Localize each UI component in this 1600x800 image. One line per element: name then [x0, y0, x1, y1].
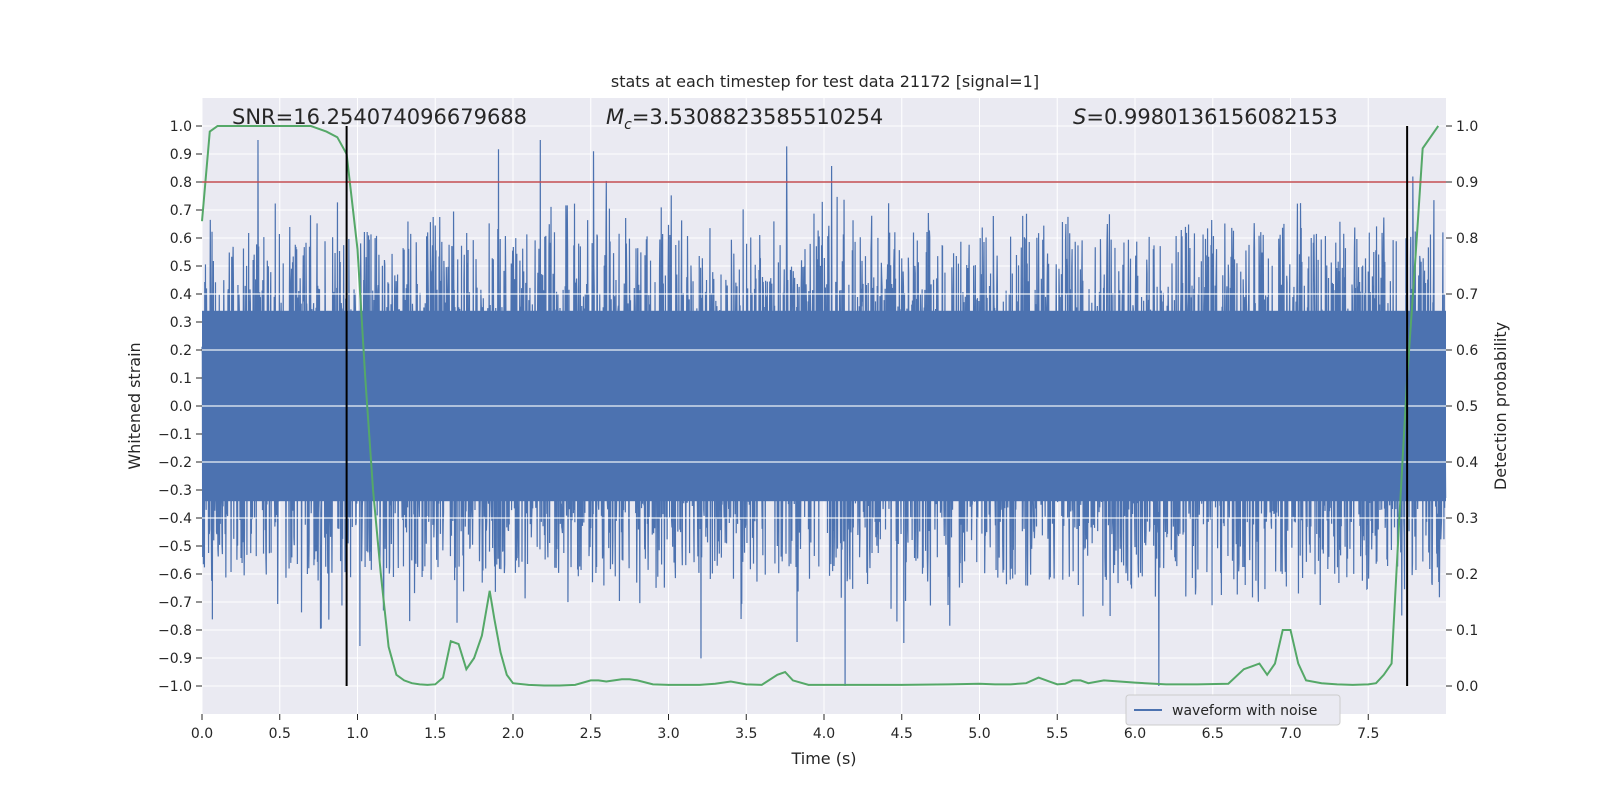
y2-tick-label: 0.4 — [1456, 455, 1478, 471]
x-tick-label: 3.5 — [735, 726, 757, 742]
y2-tick-label: 0.5 — [1456, 399, 1478, 415]
x-tick-label: 2.0 — [502, 726, 524, 742]
chirp-mass-symbol: M — [606, 105, 624, 129]
x-tick-label: 4.5 — [891, 726, 913, 742]
y-tick-label: 0.3 — [170, 315, 192, 331]
score-value: =0.9980136156082153 — [1086, 105, 1337, 129]
y-tick-label: 0.9 — [170, 147, 192, 163]
snr-annotation: SNR=16.254074096679688 — [232, 105, 527, 129]
y2-tick-label: 0.6 — [1456, 343, 1478, 359]
x-tick-label: 3.0 — [657, 726, 679, 742]
y-tick-label: 1.0 — [170, 119, 192, 135]
x-tick-label: 7.5 — [1357, 726, 1379, 742]
y-tick-label: −0.8 — [158, 623, 192, 639]
y-tick-label: −0.1 — [158, 427, 192, 443]
legend-box — [1125, 694, 1341, 726]
x-tick-label: 1.5 — [424, 726, 446, 742]
y-axis-label: Whitened strain — [125, 342, 144, 469]
right-tick-labels: 1.0 0.9 0.8 0.7 0.6 0.5 0.4 0.3 0.2 0.1 0.0 — [1446, 119, 1478, 695]
x-tick-label: 2.5 — [580, 726, 602, 742]
x-tick-label: 6.5 — [1202, 726, 1224, 742]
x-tick-label: 5.0 — [968, 726, 990, 742]
y2-tick-label: 1.0 — [1456, 119, 1478, 135]
y-tick-label: 0.2 — [170, 343, 192, 359]
x-tick-label: 0.5 — [269, 726, 291, 742]
x-tick-label: 6.0 — [1124, 726, 1146, 742]
x-tick-label: 1.0 — [346, 726, 368, 742]
x-axis-label: Time (s) — [790, 749, 856, 768]
chirp-mass-annotation: Mc=3.5308823585510254 — [606, 105, 883, 133]
y-tick-label: 0.4 — [170, 287, 192, 303]
y-tick-label: 0.0 — [170, 399, 192, 415]
score-symbol: S — [1073, 105, 1086, 129]
y-tick-label: −0.4 — [158, 511, 192, 527]
score-annotation: S=0.9980136156082153 — [1073, 105, 1338, 129]
probability-series — [201, 125, 1440, 687]
y-tick-label: −0.2 — [158, 455, 192, 471]
waveform-series — [201, 139, 1447, 687]
legend: waveform with noise — [1125, 694, 1341, 726]
y2-tick-label: 0.1 — [1456, 623, 1478, 639]
y2-tick-label: 0.2 — [1456, 567, 1478, 583]
y-tick-label: 0.1 — [170, 371, 192, 387]
left-tick-labels: 1.0 0.9 0.8 0.7 0.6 0.5 0.4 0.3 0.2 0.1 0.0 −0.1 −0.… — [158, 119, 202, 695]
y2-tick-label: 0.3 — [1456, 511, 1478, 527]
chirp-mass-subscript: c — [624, 117, 632, 133]
probability-line — [201, 125, 1440, 687]
y2-tick-label: 0.9 — [1456, 175, 1478, 191]
chirp-mass-value: =3.5308823585510254 — [632, 105, 883, 129]
y-tick-label: 0.6 — [170, 231, 192, 247]
x-tick-label: 5.5 — [1046, 726, 1068, 742]
x-tick-label: 7.0 — [1279, 726, 1301, 742]
y2-axis-label: Detection probability — [1491, 322, 1510, 490]
y2-tick-label: 0.7 — [1456, 287, 1478, 303]
y-tick-label: 0.5 — [170, 259, 192, 275]
chart-title: stats at each timestep for test data 211… — [611, 72, 1039, 91]
y2-tick-label: 0.0 — [1456, 679, 1478, 695]
y2-tick-label: 0.8 — [1456, 231, 1478, 247]
y-tick-label: −0.5 — [158, 539, 192, 555]
y-tick-label: −1.0 — [158, 679, 192, 695]
y-tick-label: −0.7 — [158, 595, 192, 611]
x-tick-label: 0.0 — [191, 726, 213, 742]
x-tick-label: 4.0 — [813, 726, 835, 742]
y-tick-label: 0.7 — [170, 203, 192, 219]
y-tick-label: −0.9 — [158, 651, 192, 667]
y-tick-label: −0.3 — [158, 483, 192, 499]
y-tick-label: 0.8 — [170, 175, 192, 191]
overlay-lines — [202, 126, 1446, 686]
y-tick-label: −0.6 — [158, 567, 192, 583]
legend-label-waveform: waveform with noise — [1172, 703, 1317, 719]
